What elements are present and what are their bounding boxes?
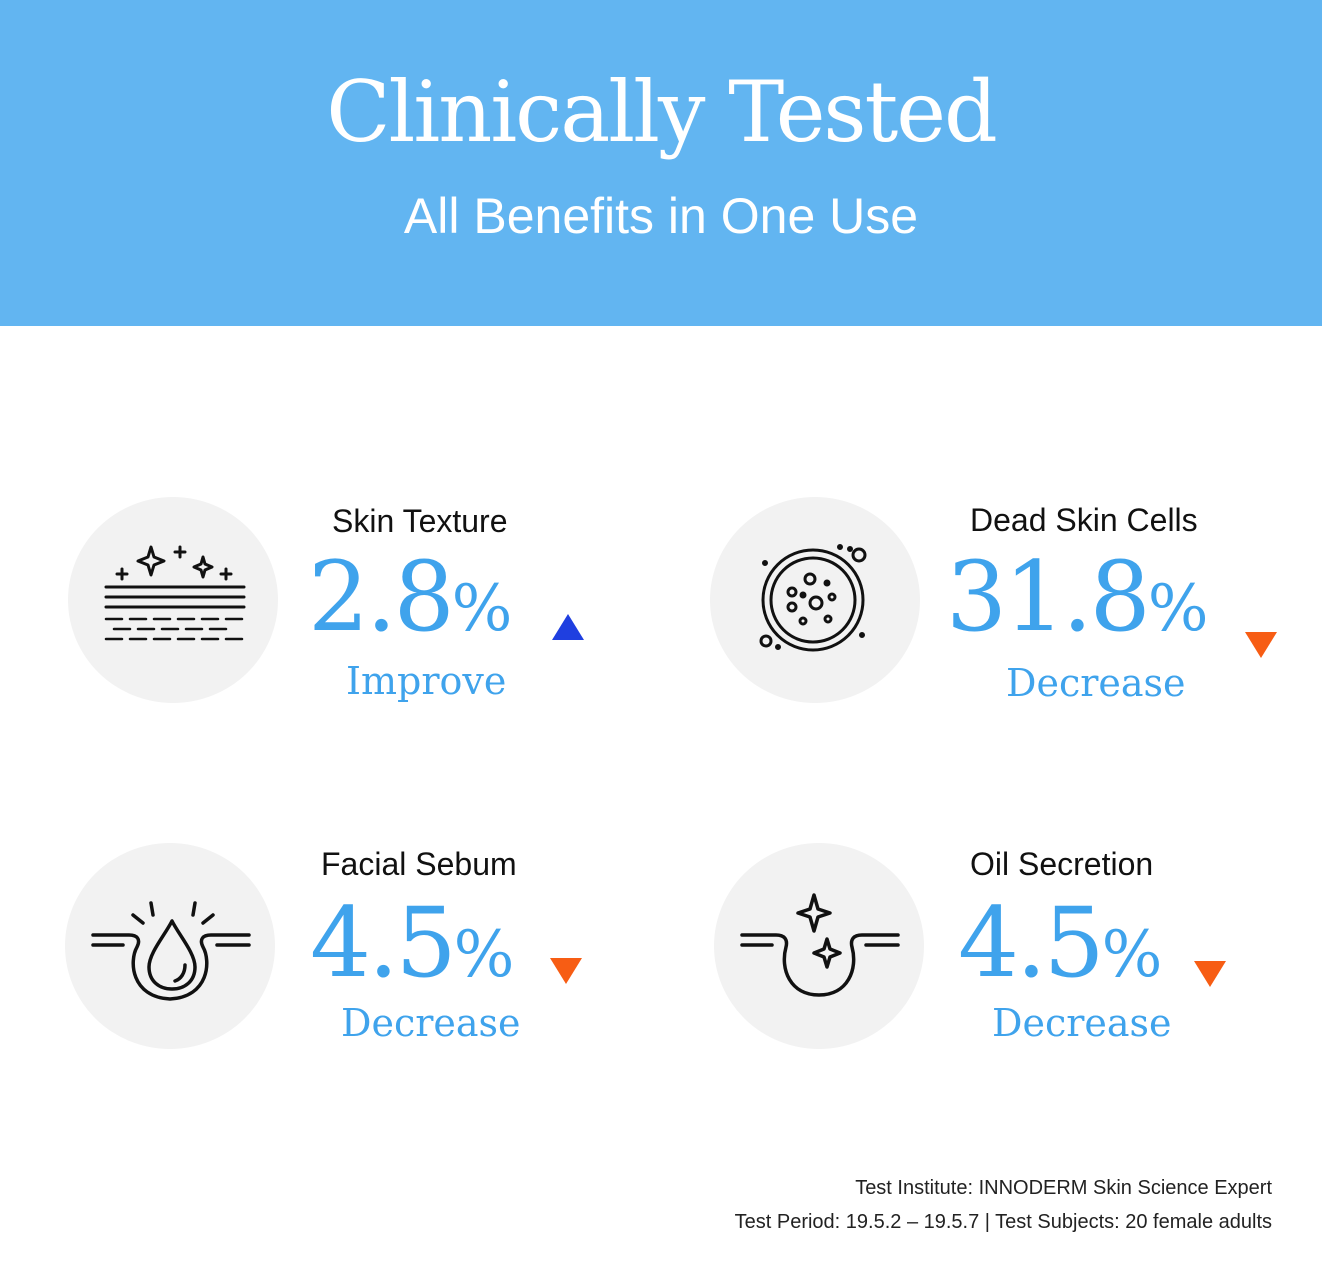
footnote-period: Test Period: 19.5.2 – 19.5.7 | Test Subj… (734, 1211, 1272, 1233)
trend-down-icon (1194, 961, 1226, 987)
trend-down-icon (550, 958, 582, 984)
stat-value: 31.8% (946, 541, 1209, 653)
header-banner: Clinically Tested All Benefits in One Us… (0, 0, 1322, 326)
stat-value: 4.5% (958, 887, 1163, 999)
stat-label: Oil Secretion (970, 846, 1154, 882)
stat-label: Dead Skin Cells (970, 502, 1198, 538)
stat-value: 2.8% (308, 541, 513, 653)
page-subtitle: All Benefits in One Use (403, 188, 919, 244)
stat-direction: Decrease (341, 1001, 521, 1045)
trend-up-icon (552, 614, 584, 640)
stat-direction: Decrease (992, 1001, 1172, 1045)
page-title: Clinically Tested (326, 63, 998, 161)
stat-value: 4.5% (310, 887, 515, 999)
footnote-institute: Test Institute: INNODERM Skin Science Ex… (855, 1177, 1272, 1199)
sebum-drop-pore-icon (65, 843, 275, 1049)
stat-label: Facial Sebum (321, 846, 517, 882)
dead-skin-cells-icon (710, 497, 920, 703)
skin-texture-sparkle-icon (68, 497, 278, 703)
oil-pore-sparkle-icon (714, 843, 924, 1049)
stat-direction: Decrease (1006, 661, 1186, 705)
stat-label: Skin Texture (332, 503, 508, 539)
stat-direction: Improve (346, 659, 507, 703)
trend-down-icon (1245, 632, 1277, 658)
